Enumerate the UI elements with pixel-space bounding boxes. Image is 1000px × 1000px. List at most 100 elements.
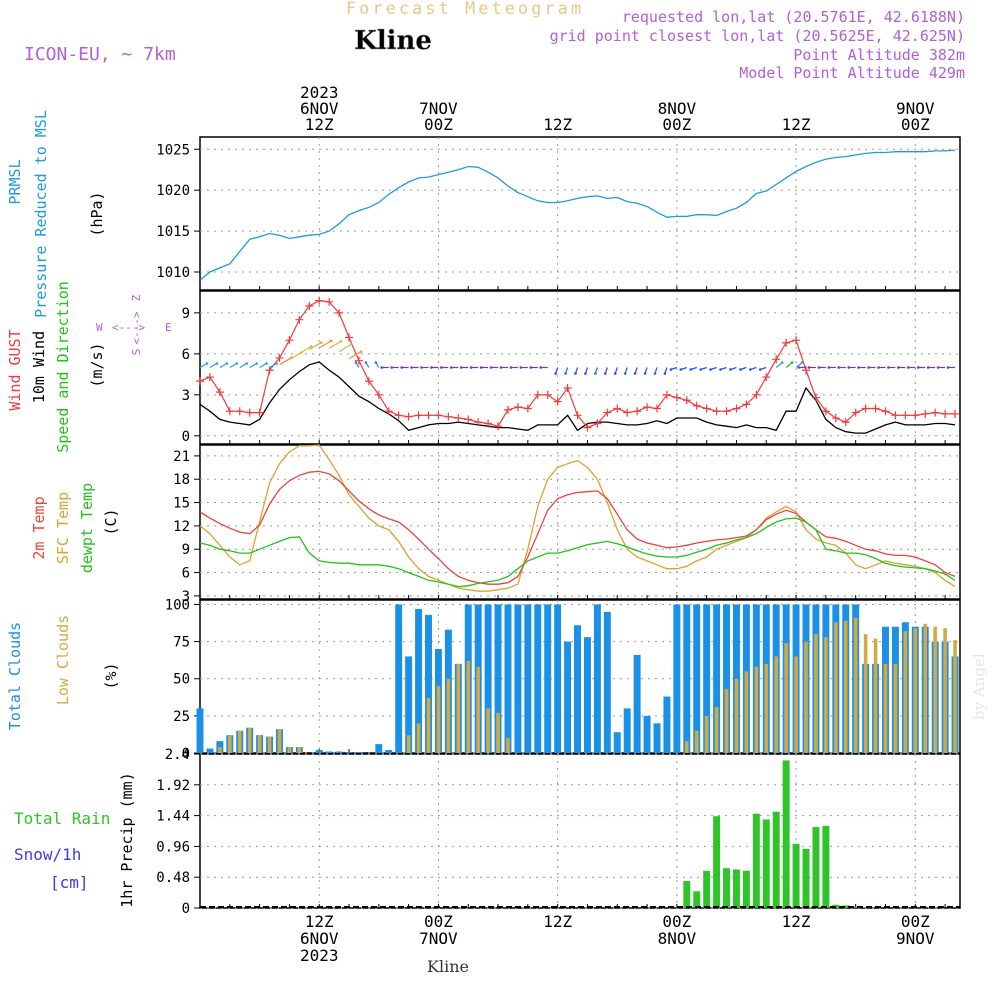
rain-bar: [772, 811, 780, 908]
wind-arrow-head: [400, 366, 403, 369]
total-cloud-bar: [703, 604, 711, 753]
wind-arrow-head: [916, 366, 920, 369]
low-cloud-bar: [476, 666, 480, 753]
rain-bar: [713, 816, 721, 908]
rain-bar: [732, 869, 740, 908]
low-cloud-bar: [506, 738, 510, 753]
wind-arrow-head: [663, 372, 667, 375]
wind-direction-arrow: [269, 362, 277, 369]
total-cloud-bar: [633, 654, 641, 753]
bottom-time-label: 12Z: [782, 912, 811, 931]
total-cloud-bar: [415, 608, 423, 753]
wind-arrow-head: [780, 361, 784, 364]
gust-marker: [871, 404, 880, 413]
product-title: Forecast Meteogram: [346, 0, 584, 19]
compass-axis: <--->: [112, 321, 145, 334]
wind-arrow-head: [554, 372, 557, 375]
gust-marker: [245, 408, 254, 417]
rain-bar: [812, 827, 820, 908]
y-tick-label: 0.48: [156, 870, 190, 886]
total-cloud-bar: [375, 744, 383, 753]
wind-direction-arrow: [338, 343, 352, 353]
gust-marker: [503, 405, 512, 414]
location-title: Kline: [354, 26, 432, 56]
wind-arrow-head: [739, 368, 742, 371]
precip-axis-label: 1hr Precip (mm): [118, 772, 136, 907]
gust-marker: [911, 411, 920, 420]
rain-bar: [792, 843, 800, 908]
gust-marker: [732, 404, 741, 413]
gust-marker: [941, 409, 950, 418]
wind-arrow-head: [489, 366, 493, 369]
wind-arrow-head: [364, 361, 368, 364]
total-cloud-bar: [723, 604, 731, 753]
low-cloud-bar: [297, 747, 302, 753]
gust-marker: [881, 407, 890, 416]
dewpt-temp-line: [199, 517, 956, 588]
low-cloud-bar: [694, 730, 699, 753]
wind-arrow-head: [623, 372, 627, 375]
low-cloud-bar: [774, 656, 778, 753]
wind-arrow-head: [225, 362, 229, 365]
rain-bar: [703, 870, 711, 908]
gust-marker: [484, 419, 493, 428]
dewpt-temp-label: dewpt Temp: [78, 483, 96, 573]
wind-arrow-head: [669, 368, 673, 371]
low-cloud-bar: [913, 628, 918, 753]
rain-bar: [752, 813, 760, 908]
wind-arrow-head: [469, 366, 473, 369]
low-cloud-bar: [744, 671, 749, 753]
low-cloud-bar: [247, 727, 252, 753]
wind-arrow-head: [420, 366, 423, 369]
total-cloud-bar: [514, 604, 522, 753]
rain-bar: [862, 907, 870, 908]
rain-bar: [742, 870, 750, 908]
wind-arrow-head: [797, 366, 801, 369]
wind-arrow-head: [749, 368, 752, 371]
gust-marker: [593, 419, 602, 428]
low-clouds-label: Low Clouds: [54, 615, 72, 705]
wind-unit: (m/s): [88, 342, 106, 387]
wind-arrow-head: [946, 366, 950, 369]
total-cloud-bar: [206, 748, 214, 753]
requested-coordinates: requested lon,lat (20.5761E, 42.6188N): [622, 8, 965, 26]
wind-arrow-head: [519, 366, 523, 369]
gust-marker: [951, 409, 960, 418]
wind-arrow-head: [215, 362, 219, 365]
low-cloud-bar: [873, 638, 878, 753]
wind-arrow-head: [509, 366, 513, 369]
wind-arrow-head: [499, 366, 503, 369]
gust-marker: [603, 408, 612, 417]
total-cloud-bar: [504, 604, 512, 753]
gust-marker: [662, 390, 671, 399]
top-time-label: 00Z: [901, 115, 930, 134]
top-time-label: 00Z: [424, 115, 453, 134]
total-cloud-bar: [583, 637, 591, 753]
gust-marker: [305, 302, 314, 311]
total-cloud-bar: [315, 750, 323, 753]
rain-bar: [802, 848, 810, 908]
low-cloud-bar: [486, 708, 490, 753]
low-cloud-bar: [893, 663, 898, 753]
gust-marker: [563, 383, 572, 392]
low-cloud-bar: [814, 634, 818, 753]
gust-marker: [265, 366, 274, 375]
gust-marker: [215, 388, 224, 397]
temp-2m-label: 2m Temp: [30, 496, 48, 559]
wind-arrow-head: [205, 362, 209, 365]
wind-arrow-head: [613, 372, 617, 375]
low-cloud-bar: [704, 715, 709, 753]
low-cloud-bar: [843, 620, 848, 753]
gust-marker: [414, 411, 423, 420]
wind-arrow-head: [790, 361, 794, 364]
wind-arrow-head: [539, 366, 543, 369]
y-tick-label: 18: [173, 472, 190, 488]
low-cloud-bar: [824, 637, 828, 753]
wind-arrow-head: [459, 366, 463, 369]
y-tick-label: 25: [173, 709, 190, 725]
low-cloud-bar: [277, 729, 282, 753]
total-cloud-bar: [613, 732, 621, 753]
point-altitude: Point Altitude 382m: [793, 46, 965, 64]
total-cloud-bar: [683, 604, 691, 753]
total-cloud-bar: [494, 604, 502, 753]
